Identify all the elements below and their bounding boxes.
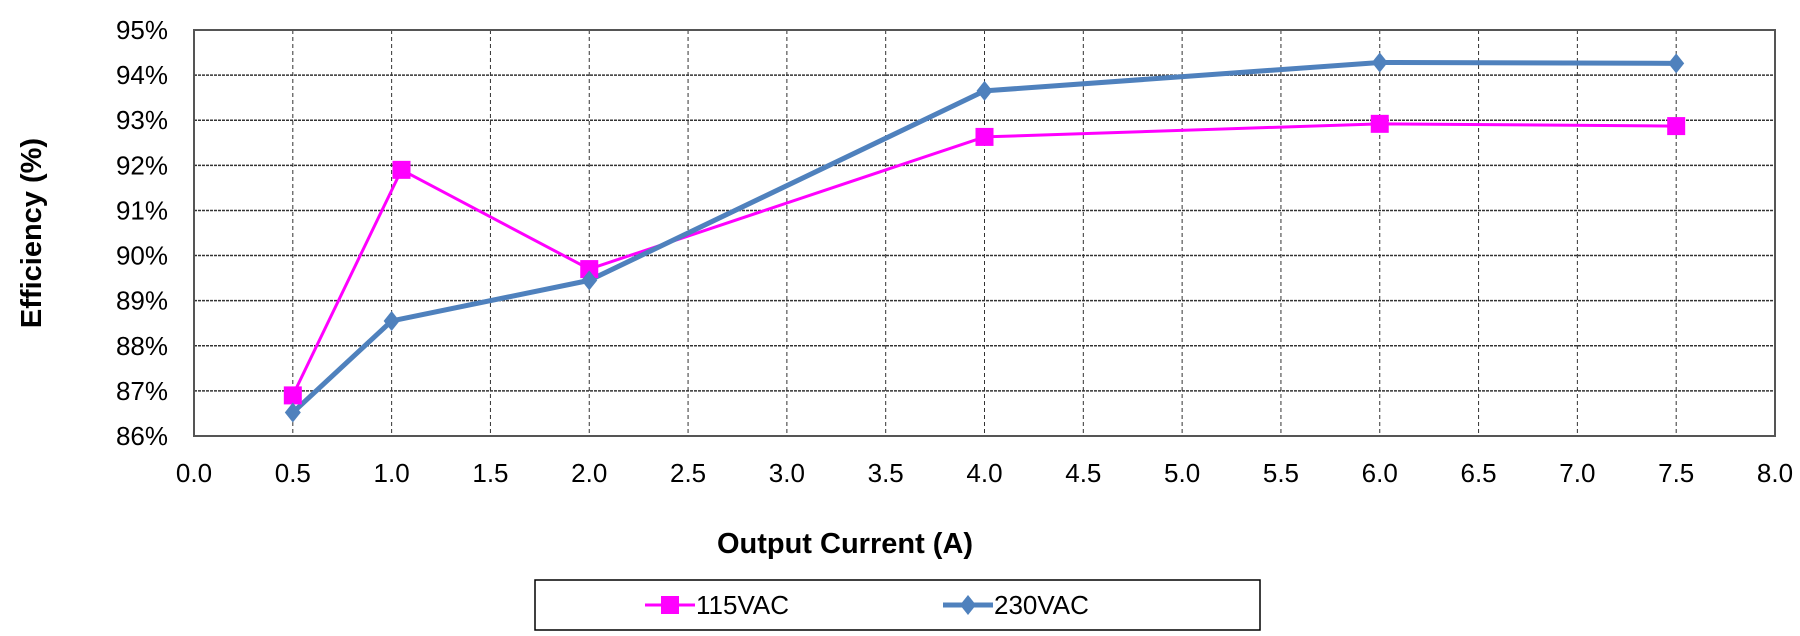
series-line-115VAC <box>291 122 1677 397</box>
x-tick-label: 3.5 <box>868 458 904 488</box>
data-point-115VAC <box>1370 114 1389 133</box>
data-point-230VAC <box>1668 53 1685 74</box>
y-tick-label: 86% <box>116 421 168 451</box>
y-tick-label: 87% <box>116 376 168 406</box>
y-tick-label: 91% <box>116 195 168 225</box>
x-tick-label: 4.5 <box>1065 458 1101 488</box>
data-point-115VAC <box>283 386 302 405</box>
x-tick-labels: 0.0 0.5 1.0 1.5 2.0 2.5 3.0 3.5 4.0 4.5 5.0 5.5 6.0 6… <box>176 458 1793 488</box>
y-axis-title: Efficiency (%) <box>16 138 48 328</box>
x-tick-label: 0.5 <box>275 458 311 488</box>
data-point-115VAC <box>975 127 994 146</box>
y-tick-label: 89% <box>116 286 168 316</box>
legend-marker-230VAC <box>960 595 976 615</box>
x-tick-label: 3.0 <box>769 458 805 488</box>
x-tick-label: 4.0 <box>966 458 1002 488</box>
x-tick-label: 5.5 <box>1263 458 1299 488</box>
y-tick-labels: 86% 87% 88% 89% 90% 91% 92% 93% 94% 95% <box>116 15 168 451</box>
y-tick-label: 93% <box>116 105 168 135</box>
grid <box>194 30 1775 436</box>
legend-marker-115VAC <box>661 596 679 614</box>
x-tick-label: 0.0 <box>176 458 212 488</box>
data-point-230VAC <box>976 80 993 101</box>
data-point-230VAC <box>383 310 400 331</box>
series-line-230VAC <box>291 59 1677 415</box>
legend-box <box>534 579 1261 631</box>
data-point-115VAC <box>1667 117 1686 136</box>
x-tick-label: 6.5 <box>1460 458 1496 488</box>
data-point-230VAC <box>284 402 301 423</box>
x-tick-label: 1.5 <box>472 458 508 488</box>
y-tick-label: 92% <box>116 150 168 180</box>
x-tick-label: 8.0 <box>1757 458 1793 488</box>
data-point-230VAC <box>581 270 598 291</box>
y-tick-label: 95% <box>116 15 168 45</box>
x-axis-title: Output Current (A) <box>717 528 973 560</box>
series-layer <box>283 52 1686 423</box>
y-tick-label: 90% <box>116 241 168 271</box>
x-tick-label: 7.0 <box>1559 458 1595 488</box>
x-tick-label: 5.0 <box>1164 458 1200 488</box>
x-tick-label: 7.5 <box>1658 458 1694 488</box>
data-point-115VAC <box>392 160 411 179</box>
legend: 115VAC 230VAC <box>534 579 1261 631</box>
legend-label: 230VAC <box>994 590 1089 620</box>
plot-area-border <box>193 29 1776 437</box>
x-tick-label: 2.5 <box>670 458 706 488</box>
data-point-230VAC <box>1371 52 1388 73</box>
legend-label: 115VAC <box>696 590 789 620</box>
y-tick-label: 94% <box>116 60 168 90</box>
x-tick-label: 1.0 <box>374 458 410 488</box>
y-tick-label: 88% <box>116 331 168 361</box>
data-point-115VAC <box>580 260 599 279</box>
x-tick-label: 6.0 <box>1362 458 1398 488</box>
x-tick-label: 2.0 <box>571 458 607 488</box>
